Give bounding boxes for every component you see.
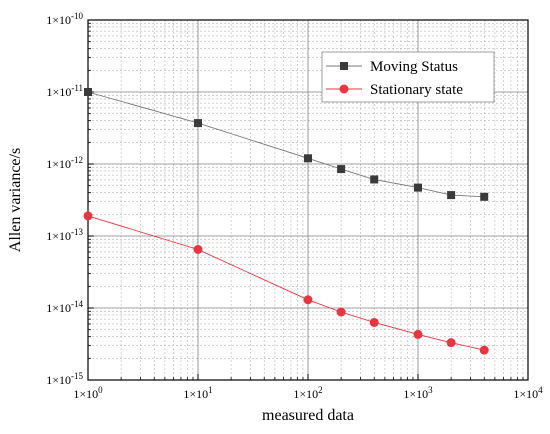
stationary-state-point: [479, 345, 489, 355]
legend-box: [321, 51, 495, 103]
moving-status-point: [370, 175, 379, 184]
series-layer: [83, 88, 489, 355]
x-tick-labels: 1×100 1×101 1×102 1×103 1×104: [73, 385, 543, 401]
legend-moving-status-marker: [340, 62, 348, 70]
x-tick-label: 1×101: [183, 385, 212, 401]
stationary-state-point: [446, 338, 456, 348]
moving-status-point: [304, 154, 312, 163]
moving-status-line: [87, 91, 485, 198]
legend-moving-status-label: Moving Status: [370, 59, 458, 75]
major-grid: [88, 20, 528, 380]
moving-status-point: [414, 183, 422, 192]
x-tick-label: 1×104: [513, 385, 543, 401]
x-axis-title: measured data: [262, 407, 354, 424]
legend-stationary-state-marker: [339, 84, 349, 94]
moving-status-point: [194, 119, 202, 128]
stationary-state-line: [87, 215, 485, 351]
stationary-state-point: [413, 329, 423, 339]
y-axis-title: Allen variance/s: [7, 148, 24, 252]
moving-status-point: [337, 165, 346, 174]
y-tick-label: 1×10-11: [47, 83, 83, 99]
stationary-state-point: [193, 244, 203, 254]
moving-status-point: [480, 192, 489, 201]
moving-status-point: [84, 88, 92, 96]
legend-stationary-state-label: Stationary state: [370, 82, 463, 98]
y-tick-label: 1×10-15: [46, 371, 83, 387]
stationary-state-point: [83, 211, 93, 221]
legend-entries: Moving Status Stationary state: [326, 59, 463, 98]
legend: Moving Status Stationary state: [321, 51, 495, 103]
moving-status-point: [447, 191, 456, 200]
x-tick-label: 1×102: [293, 385, 322, 401]
stationary-state-point: [369, 317, 379, 327]
stationary-state-point: [336, 307, 346, 317]
x-tick-label: 1×103: [403, 385, 433, 401]
stationary-state-point: [303, 295, 313, 305]
y-tick-label: 1×10-12: [46, 155, 83, 171]
y-tick-label: 1×10-14: [46, 299, 83, 315]
y-tick-labels: 1×10-15 1×10-14 1×10-13 1×10-12 1×10-11 1×10-…: [46, 11, 83, 387]
y-tick-label: 1×10-13: [46, 227, 83, 243]
y-tick-label: 1×10-10: [46, 11, 83, 27]
x-tick-label: 1×100: [73, 385, 103, 401]
